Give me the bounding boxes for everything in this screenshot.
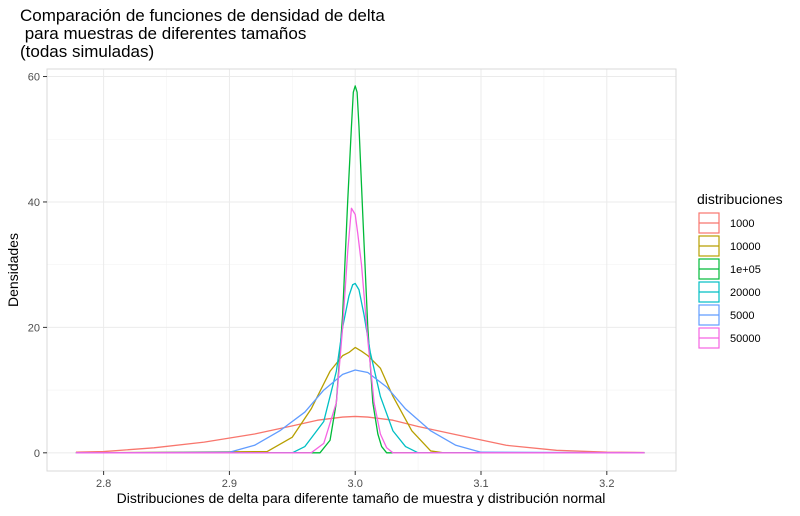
series-line-1000 xyxy=(75,415,645,454)
chart-title: Comparación de funciones de densidad de … xyxy=(20,6,385,61)
series-layer xyxy=(75,85,645,454)
series-line-10000 xyxy=(75,346,645,454)
legend-label-50000: 50000 xyxy=(730,333,761,345)
y-tick-label: 40 xyxy=(28,197,40,209)
legend-title: distribuciones xyxy=(697,191,783,207)
legend-label-5000: 5000 xyxy=(730,310,754,322)
y-tick-label: 0 xyxy=(34,448,40,460)
y-axis-title: Densidades xyxy=(5,233,21,307)
legend: distribuciones 1000 10000 1e+05 20000 5000 50… xyxy=(697,191,783,349)
x-tick-label: 3.2 xyxy=(599,478,614,490)
x-axis-ticks: 2.8 2.9 3.0 3.1 3.2 xyxy=(96,471,614,490)
y-axis-ticks: 0 20 40 60 xyxy=(28,72,47,460)
legend-label-1000: 1000 xyxy=(730,218,754,230)
x-tick-label: 2.9 xyxy=(222,478,237,490)
legend-label-10000: 10000 xyxy=(730,241,761,253)
plot-panel-border xyxy=(46,68,677,472)
y-tick-label: 20 xyxy=(28,322,40,334)
chart-title-line-2: para muestras de diferentes tamaños xyxy=(20,24,306,43)
y-tick-label: 60 xyxy=(28,72,40,84)
x-axis-title: Distribuciones de delta para diferente t… xyxy=(117,490,606,506)
series-line-1e+05 xyxy=(75,85,645,454)
x-tick-label: 3.1 xyxy=(473,478,488,490)
legend-label-20000: 20000 xyxy=(730,287,761,299)
x-tick-label: 3.0 xyxy=(348,478,363,490)
x-tick-label: 2.8 xyxy=(96,478,111,490)
legend-items: 1000 10000 1e+05 20000 5000 50000 xyxy=(698,212,761,349)
series-line-5000 xyxy=(75,369,645,454)
grid xyxy=(47,69,676,471)
series-line-20000 xyxy=(75,282,645,454)
series-line-50000 xyxy=(75,207,645,454)
chart-title-line-3: (todas simuladas) xyxy=(20,42,154,61)
chart-title-line-1: Comparación de funciones de densidad de … xyxy=(20,6,385,25)
legend-label-1e+05: 1e+05 xyxy=(730,264,761,276)
